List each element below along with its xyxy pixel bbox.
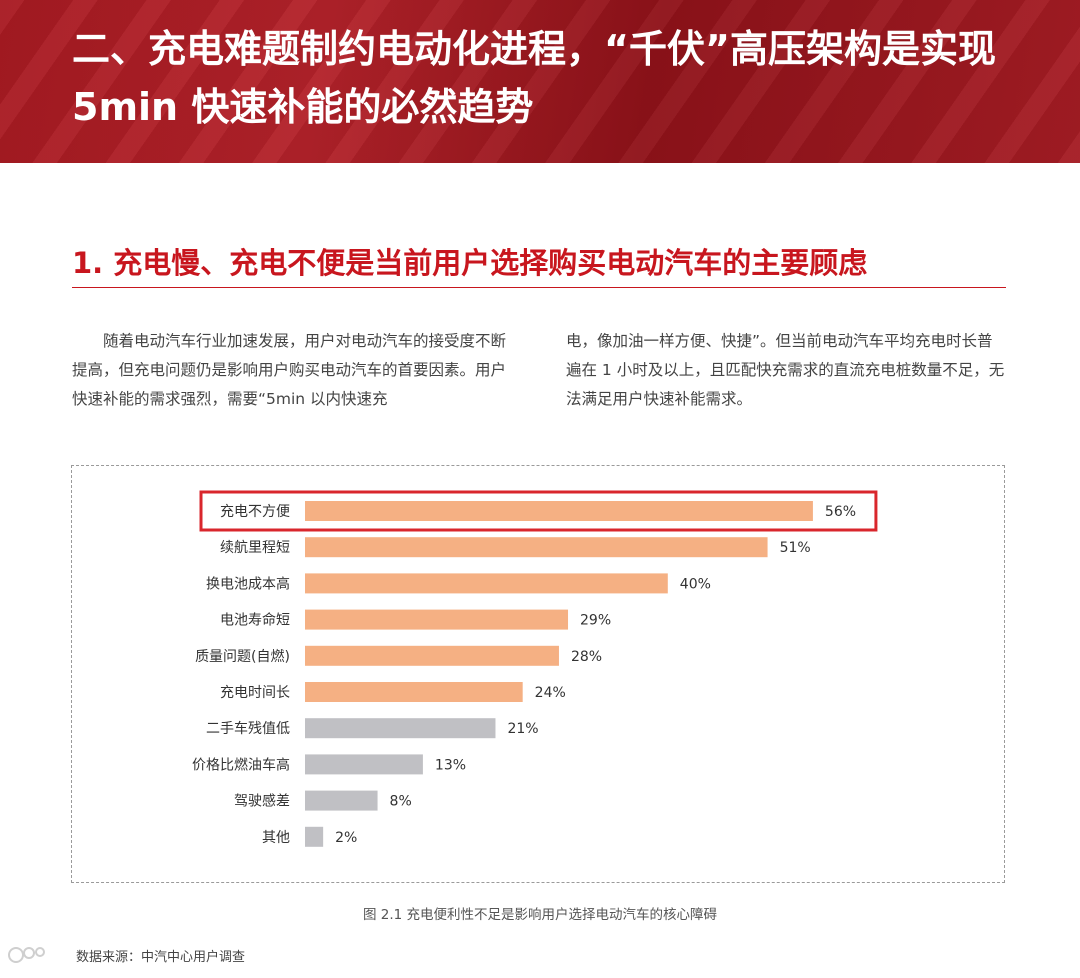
value-label: 8% [390,794,412,810]
highlight-box [199,490,878,532]
bar-7 [305,718,496,739]
category-label: 价格比燃油车高 [192,756,290,773]
bar-8 [305,754,423,775]
bar-3 [305,573,668,594]
bar-6 [305,682,523,702]
category-label: 驾驶感差 [234,793,290,810]
bar-9 [305,790,378,811]
bar-chart: 充电不方便 56% 续航里程短 51% 换电池成本高 40% 电池寿命短 29% 质量问题(自燃… [192,490,878,847]
value-label: 29% [580,613,611,629]
figure-caption: 图 2.1 充电便利性不足是影响用户选择电动汽车的核心障碍 [362,907,718,923]
category-label: 电池寿命短 [220,612,290,629]
bar-2 [305,537,768,558]
value-label: 21% [507,721,538,737]
category-label: 充电不方便 [220,504,290,520]
chart-frame: 充电不方便 56% 续航里程短 51% 换电池成本高 40% 电池寿命短 29% 质量问题(自燃… [71,465,1005,883]
value-label: 24% [535,685,566,701]
value-label: 56% [825,504,856,520]
header-banner: 二、充电难题制约电动化进程，“千伏”高压架构是实现 5min 快速补能的必然趋势 [0,0,1080,163]
category-label: 续航里程短 [220,539,290,556]
data-source: 数据来源：中汽中心用户调查 [76,950,246,965]
section-divider [72,287,1006,288]
value-label: 51% [780,540,811,556]
category-label: 质量问题(自燃) [195,648,290,665]
value-label: 2% [335,830,357,846]
value-label: 40% [680,576,711,592]
watermark-logo [8,947,45,963]
bar-4 [305,609,569,630]
category-label: 充电时间长 [220,685,290,701]
section-title: 1. 充电慢、充电不便是当前用户选择购买电动汽车的主要顾虑 [72,246,868,280]
bar-10 [305,826,324,847]
body-paragraph-right: 电，像加油一样方便、快捷”。但当前电动汽车平均充电时长普遍在 1 小时及以上，且… [566,332,1005,408]
value-label: 13% [435,757,466,773]
body-paragraph-left: 随着电动汽车行业加速发展，用户对电动汽车的接受度不断提高，但充电问题仍是影响用户… [72,332,507,408]
category-label: 换电池成本高 [206,575,290,592]
category-label: 其他 [262,830,290,846]
page-title: 二、充电难题制约电动化进程，“千伏”高压架构是实现 5min 快速补能的必然趋势 [72,27,996,129]
value-label: 28% [571,649,602,665]
category-label: 二手车残值低 [206,720,290,737]
bar-1 [305,501,813,521]
bar-5 [305,645,559,666]
